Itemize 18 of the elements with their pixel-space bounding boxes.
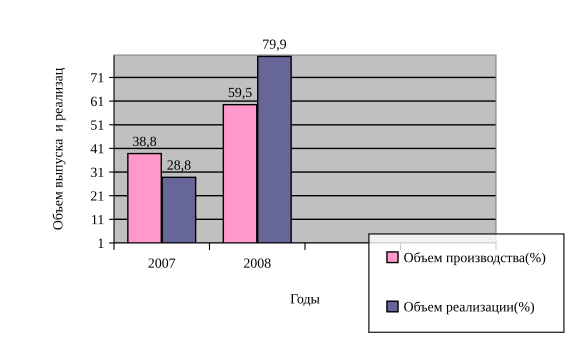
legend-label: Объем реализации(%) (404, 301, 534, 314)
text: 28,8 (167, 160, 191, 172)
y-tick-label: 1 (98, 238, 104, 248)
y-tick-label: 41 (90, 144, 104, 154)
y-tick-label: 21 (91, 191, 104, 201)
y-tick-label: 31 (91, 168, 104, 178)
y-tick-label: 51 (91, 120, 104, 130)
y-axis-title: Объем выпуска и реализац (52, 68, 66, 230)
text: 38,8 (133, 136, 156, 148)
y-tick-label: 71 (91, 73, 104, 82)
legend-label: Объем производства(%) (404, 252, 546, 266)
text: 59,5 (228, 88, 252, 100)
x-tick-label: 2008 (244, 258, 271, 268)
x-axis-title: Годы (290, 294, 320, 306)
x-tick-label: 2007 (148, 258, 176, 268)
text: 79,9 (263, 40, 286, 51)
y-tick-label: 61 (90, 96, 104, 106)
y-tick-label: 11 (92, 215, 104, 224)
